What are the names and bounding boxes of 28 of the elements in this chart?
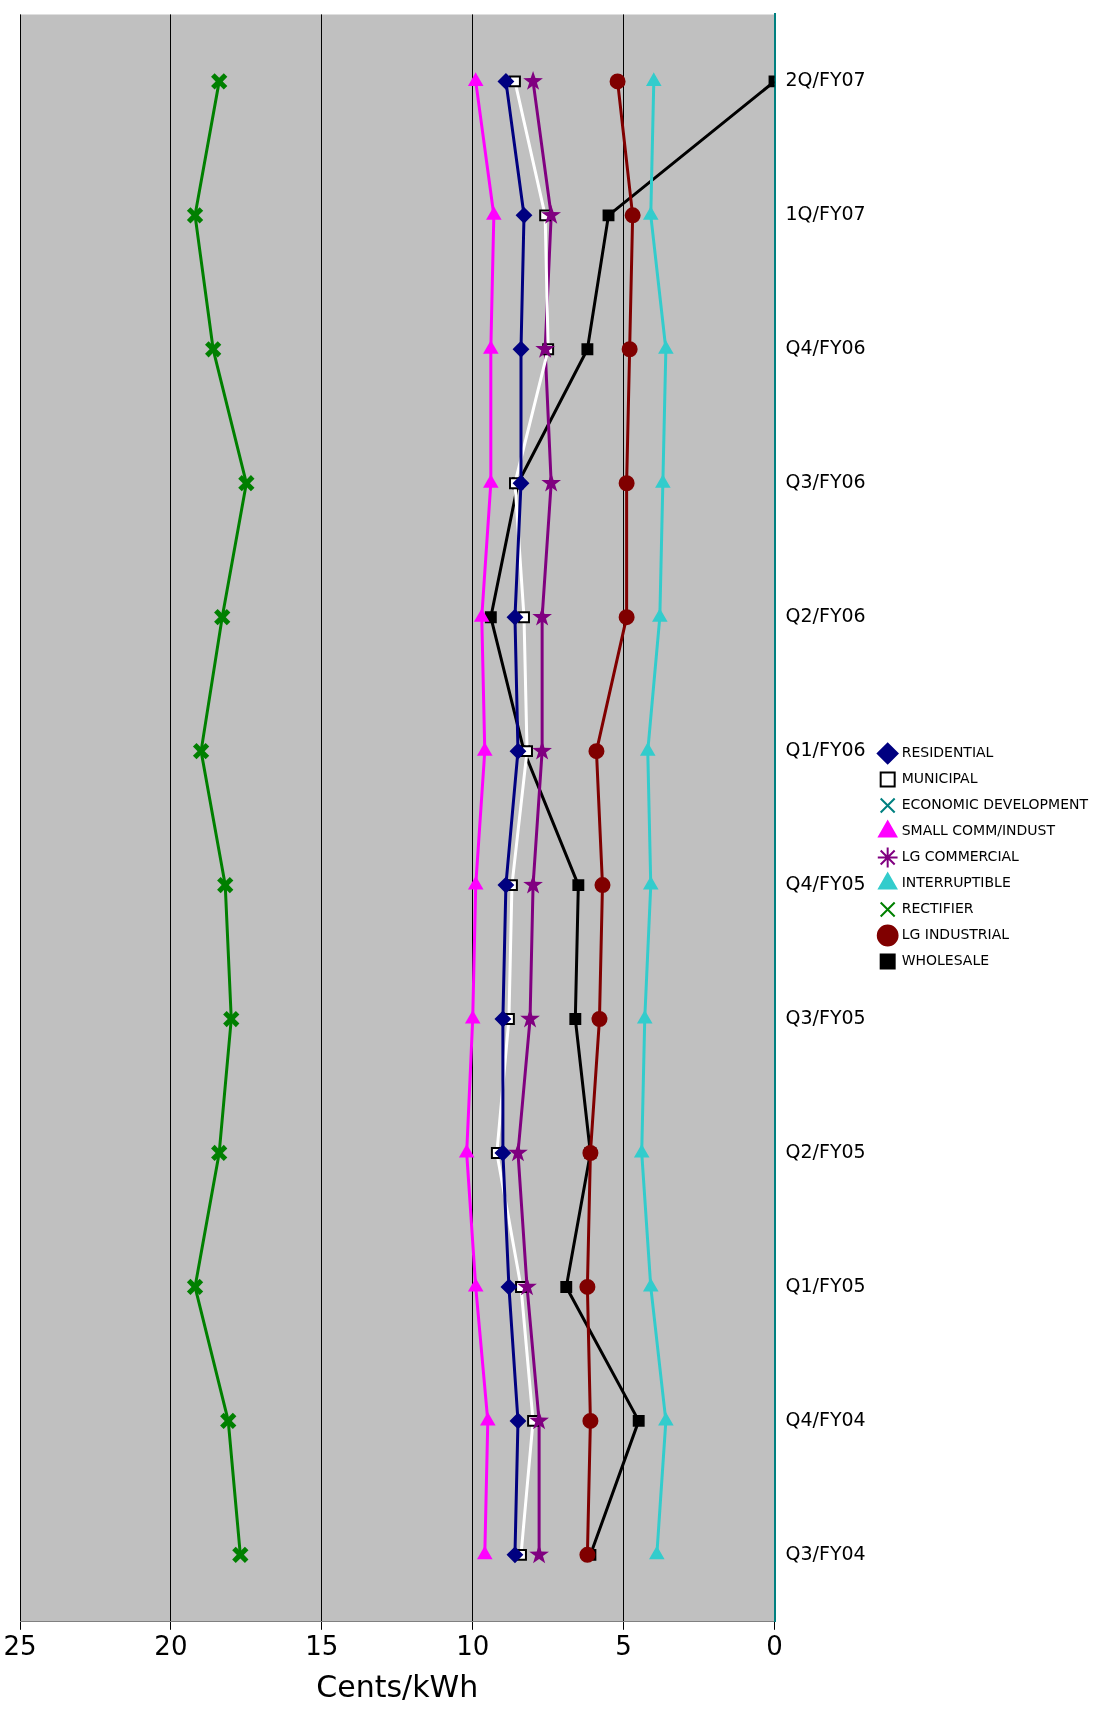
y-tick-label: Q2/FY06 — [785, 604, 866, 627]
y-tick-label: Q3/FY05 — [785, 1005, 866, 1028]
x-tick-label: 10 — [456, 1631, 490, 1662]
x-tick-label: 5 — [615, 1631, 632, 1662]
y-tick-label: Q4/FY05 — [785, 872, 866, 895]
legend-label: LG COMMERCIAL — [901, 848, 1020, 865]
y-tick-label: Q2/FY05 — [785, 1139, 866, 1162]
x-tick-label: 25 — [3, 1631, 37, 1662]
y-tick-label: Q3/FY06 — [785, 470, 866, 493]
legend-label: RECTIFIER — [901, 900, 974, 917]
y-tick-label: Q1/FY05 — [785, 1273, 866, 1296]
y-tick-label: Q1/FY06 — [785, 738, 866, 761]
legend-label: MUNICIPAL — [901, 770, 978, 787]
x-axis-title: Cents/kWh — [316, 1668, 479, 1704]
y-tick-label: Q4/FY06 — [785, 336, 866, 359]
legend-label: RESIDENTIAL — [901, 744, 994, 761]
y-tick-label: 2Q/FY07 — [785, 68, 866, 91]
y-tick-label: Q4/FY04 — [785, 1407, 866, 1430]
legend-label: ECONOMIC DEVELOPMENT — [901, 796, 1089, 813]
y-tick-label: Q3/FY04 — [785, 1541, 866, 1564]
y-tick-label: 1Q/FY07 — [785, 202, 866, 225]
x-tick-label: 20 — [154, 1631, 188, 1662]
legend-label: SMALL COMM/INDUST — [901, 822, 1056, 839]
x-tick-label: 0 — [766, 1631, 783, 1662]
legend-label: WHOLESALE — [901, 952, 990, 969]
x-tick-label: 15 — [305, 1631, 339, 1662]
legend-label: LG INDUSTRIAL — [901, 926, 1010, 943]
legend-label: INTERRUPTIBLE — [901, 874, 1011, 891]
